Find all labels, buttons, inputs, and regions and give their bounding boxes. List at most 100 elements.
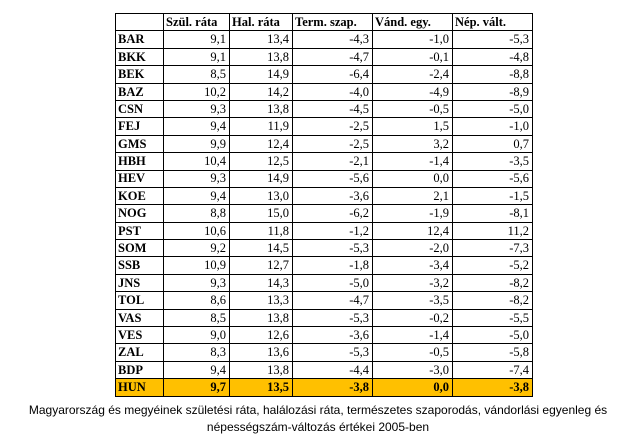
header-row: Szül. ráta Hal. ráta Term. szap. Vánd. e… [115,12,533,32]
table-row: BAR 9,1 13,4 -4,3 -1,0 -5,3 [115,30,533,49]
value-cell: -3,6 [292,186,373,206]
value-cell: 9,4 [163,117,230,136]
county-code-cell: PST [115,221,164,241]
value-cell: 9,4 [163,186,230,206]
value-cell: 11,2 [452,221,533,241]
value-cell: -2,0 [372,239,453,258]
value-cell: 0,0 [372,378,453,397]
table-row: BAZ 10,2 14,2 -4,0 -4,9 -8,9 [115,82,533,101]
value-cell: -4,7 [292,291,373,310]
header-cell: Hal. ráta [229,12,293,32]
value-cell: 9,3 [163,273,230,293]
value-cell: -7,4 [452,360,533,380]
value-cell: -3,2 [372,273,453,293]
value-cell: 14,3 [229,273,293,293]
value-cell: 9,9 [163,134,230,154]
value-cell: -8,2 [452,291,533,310]
county-code-cell: HBH [115,152,164,171]
county-code-cell: GMS [115,134,164,154]
county-code-cell: HUN [115,378,164,397]
value-cell: -5,3 [292,239,373,258]
value-cell: 11,8 [229,221,293,241]
value-cell: 13,4 [229,30,293,49]
value-cell: -5,3 [452,30,533,49]
value-cell: -3,8 [452,378,533,397]
value-cell: -5,3 [292,343,373,362]
value-cell: 9,1 [163,47,230,67]
value-cell: 12,7 [229,256,293,275]
value-cell: -3,8 [292,378,373,397]
county-code-cell: BEK [115,65,164,84]
value-cell: 13,8 [229,308,293,328]
total-row: HUN 9,7 13,5 -3,8 0,0 -3,8 [115,378,533,397]
county-code-cell: BDP [115,360,164,380]
value-cell: 10,4 [163,152,230,171]
table-row: NOG 8,8 15,0 -6,2 -1,9 -8,1 [115,204,533,223]
value-cell: 9,3 [163,99,230,119]
value-cell: -5,8 [452,343,533,362]
county-code-cell: VAS [115,308,164,328]
value-cell: -4,8 [452,47,533,67]
value-cell: 8,8 [163,204,230,223]
table-row: SOM 9,2 14,5 -5,3 -2,0 -7,3 [115,239,533,258]
header-cell: Vánd. egy. [372,12,453,32]
value-cell: -1,0 [372,30,453,49]
county-code-cell: HEV [115,169,164,188]
value-cell: -5,6 [452,169,533,188]
value-cell: -2,5 [292,117,373,136]
header-cell: Term. szap. [292,12,373,32]
value-cell: -1,8 [292,256,373,275]
table-row: FEJ 9,4 11,9 -2,5 1,5 -1,0 [115,117,533,136]
value-cell: 13,8 [229,360,293,380]
table-row: HBH 10,4 12,5 -2,1 -1,4 -3,5 [115,152,533,171]
value-cell: 9,3 [163,169,230,188]
table-row: CSN 9,3 13,8 -4,5 -0,5 -5,0 [115,99,533,119]
value-cell: 12,5 [229,152,293,171]
value-cell: -8,2 [452,273,533,293]
table-row: PST 10,6 11,8 -1,2 12,4 11,2 [115,221,533,241]
value-cell: -5,0 [292,273,373,293]
value-cell: 14,9 [229,169,293,188]
county-code-cell: SSB [115,256,164,275]
value-cell: 14,5 [229,239,293,258]
value-cell: 1,5 [372,117,453,136]
value-cell: -6,2 [292,204,373,223]
value-cell: -0,5 [372,343,453,362]
value-cell: 15,0 [229,204,293,223]
county-code-cell: ZAL [115,343,164,362]
value-cell: 9,4 [163,360,230,380]
value-cell: -3,6 [292,326,373,345]
value-cell: 8,5 [163,308,230,328]
county-code-cell: BAZ [115,82,164,101]
value-cell: -4,5 [292,99,373,119]
value-cell: -7,3 [452,239,533,258]
table-row: VAS 8,5 13,8 -5,3 -0,2 -5,5 [115,308,533,328]
value-cell: 10,2 [163,82,230,101]
table-row: SSB 10,9 12,7 -1,8 -3,4 -5,2 [115,256,533,275]
value-cell: 12,4 [372,221,453,241]
value-cell: -8,9 [452,82,533,101]
table-row: BKK 9,1 13,8 -4,7 -0,1 -4,8 [115,47,533,67]
value-cell: 14,9 [229,65,293,84]
value-cell: -3,0 [372,360,453,380]
value-cell: -6,4 [292,65,373,84]
value-cell: 0,0 [372,169,453,188]
value-cell: -4,0 [292,82,373,101]
county-code-cell: BAR [115,30,164,49]
value-cell: 13,8 [229,99,293,119]
header-cell: Nép. vált. [452,12,533,32]
statistics-table: Szül. ráta Hal. ráta Term. szap. Vánd. e… [115,12,533,397]
value-cell: -5,2 [452,256,533,275]
value-cell: 13,5 [229,378,293,397]
figure-caption: Magyarország és megyéinek születési ráta… [0,402,636,436]
county-code-cell: TOL [115,291,164,310]
value-cell: -1,2 [292,221,373,241]
value-cell: -3,5 [452,152,533,171]
value-cell: 10,6 [163,221,230,241]
table-row: KOE 9,4 13,0 -3,6 2,1 -1,5 [115,186,533,206]
value-cell: 13,6 [229,343,293,362]
value-cell: 10,9 [163,256,230,275]
county-code-cell: CSN [115,99,164,119]
caption-line-2: népességszám-változás értékei 2005-ben [206,420,430,434]
value-cell: -1,4 [372,326,453,345]
